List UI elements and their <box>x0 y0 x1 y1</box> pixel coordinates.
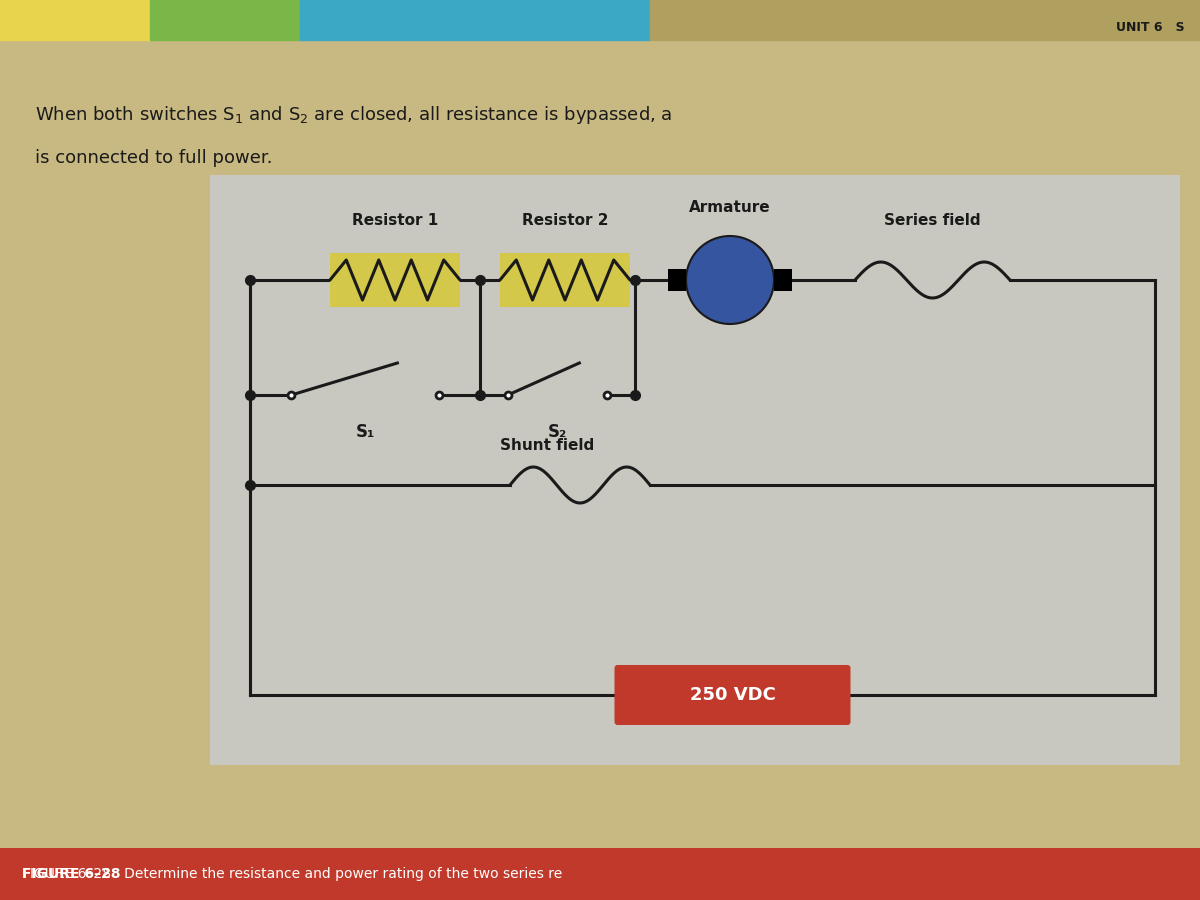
Text: Resistor 2: Resistor 2 <box>522 213 608 228</box>
Bar <box>650 0 1200 40</box>
Text: Armature: Armature <box>689 200 770 215</box>
Text: S₁: S₁ <box>355 423 374 441</box>
Bar <box>774 269 792 291</box>
Bar <box>300 0 650 40</box>
Text: S₂: S₂ <box>548 423 568 441</box>
Bar <box>330 253 460 307</box>
Bar <box>0 848 1200 900</box>
Bar <box>210 175 1180 765</box>
Text: 250 VDC: 250 VDC <box>690 686 775 704</box>
Text: Shunt field: Shunt field <box>500 438 594 453</box>
Text: FIGURE 6–28   Determine the resistance and power rating of the two series re: FIGURE 6–28 Determine the resistance and… <box>22 867 563 881</box>
Bar <box>150 0 300 40</box>
FancyBboxPatch shape <box>614 665 851 725</box>
Text: UNIT 6   S: UNIT 6 S <box>1116 22 1186 34</box>
Circle shape <box>686 236 774 324</box>
Bar <box>0 0 150 40</box>
Text: When both switches S$_1$ and S$_2$ are closed, all resistance is bypassed, a: When both switches S$_1$ and S$_2$ are c… <box>35 104 672 126</box>
Text: is connected to full power.: is connected to full power. <box>35 149 272 167</box>
Text: Resistor 1: Resistor 1 <box>352 213 438 228</box>
Bar <box>500 253 630 307</box>
Text: Series field: Series field <box>884 213 980 228</box>
Text: FIGURE 6–28: FIGURE 6–28 <box>22 867 120 881</box>
Bar <box>668 269 686 291</box>
